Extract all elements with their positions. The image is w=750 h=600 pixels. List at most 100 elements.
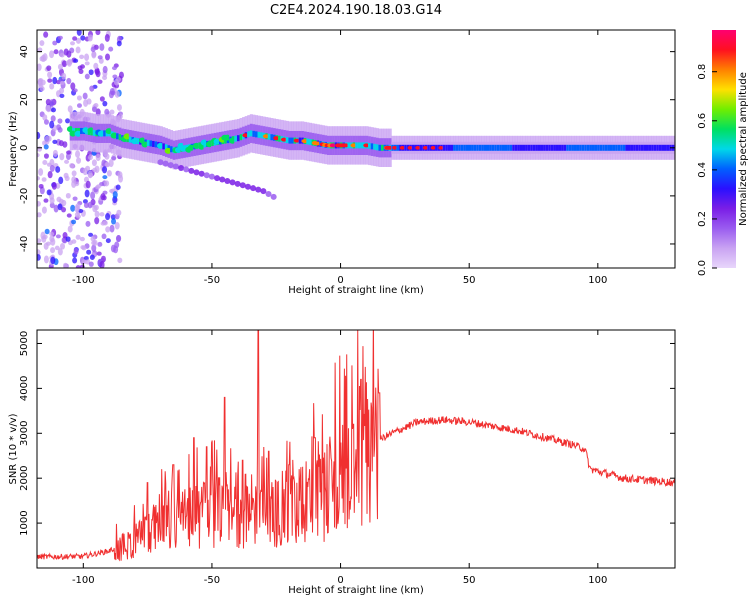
heatmap-noise-cell — [94, 217, 100, 225]
heatmap-secondary-cell — [239, 182, 246, 189]
heatmap-core-cell — [288, 137, 292, 144]
heatmap-noise-cell — [90, 236, 96, 242]
heatmap-noise-cell — [76, 95, 82, 101]
heatmap-noise-cell — [39, 40, 45, 46]
heatmap-noise-cell — [116, 209, 122, 216]
heatmap-noise-cell — [57, 118, 63, 124]
heatmap-peak-cell — [301, 139, 308, 144]
heatmap-core-cell — [622, 144, 626, 151]
heatmap-core-cell — [463, 144, 467, 151]
heatmap-noise-cell — [76, 30, 82, 36]
x-tick-label: -100 — [72, 575, 95, 586]
colorbar-tick-label: 0.4 — [697, 162, 708, 178]
y-tick-label: 1000 — [19, 510, 30, 535]
heatmap-noise-cell — [84, 73, 90, 80]
heatmap-core-cell — [604, 144, 608, 151]
heatmap-noise-cell — [52, 149, 58, 157]
heatmap-noise-cell — [94, 165, 100, 174]
heatmap-noise-cell — [101, 233, 107, 240]
heatmap-core-cell — [447, 144, 451, 151]
heatmap-core-cell — [205, 141, 213, 148]
heatmap-noise-cell — [104, 153, 110, 160]
heatmap-noise-cell — [95, 70, 101, 78]
heatmap-core-cell — [579, 144, 583, 151]
heatmap-noise-cell — [37, 212, 42, 218]
heatmap-noise-cell — [53, 49, 59, 55]
heatmap-noise-cell — [39, 86, 45, 92]
spectrogram-frame — [36, 29, 676, 269]
heatmap-noise-cell — [83, 99, 89, 107]
heatmap-noise-cell — [67, 59, 73, 65]
heatmap-noise-cell — [57, 35, 63, 40]
heatmap-core-cell — [638, 144, 642, 151]
heatmap-core-cell — [249, 130, 253, 137]
y-tick-label: -40 — [19, 236, 30, 252]
heatmap-core-cell — [87, 127, 95, 134]
heatmap-secondary-cell — [157, 159, 164, 166]
spectrogram-xlabel: Height of straight line (km) — [288, 285, 424, 296]
heatmap-noise-cell — [100, 193, 106, 201]
heatmap-noise-cell — [57, 248, 63, 256]
heatmap-core-cell — [252, 130, 256, 137]
heatmap-noise-cell — [97, 241, 103, 247]
heatmap-secondary-cell — [178, 164, 185, 171]
heatmap-noise-cell — [96, 251, 102, 256]
snr-line — [37, 330, 675, 562]
heatmap-core-cell — [646, 144, 650, 151]
heatmap-secondary-cell — [188, 167, 195, 174]
x-tick-label: -100 — [72, 275, 95, 286]
heatmap-core-cell — [471, 144, 475, 151]
heatmap-core-cell — [455, 144, 459, 151]
heatmap-core-cell — [229, 137, 237, 144]
heatmap-core-cell — [460, 144, 464, 151]
heatmap-noise-cell — [75, 234, 81, 240]
heatmap-secondary-cell — [208, 173, 215, 180]
heatmap-noise-cell — [54, 245, 60, 251]
heatmap-noise-cell — [66, 150, 72, 155]
heatmap-noise-cell — [61, 72, 67, 80]
heatmap-core-cell — [116, 133, 120, 140]
heatmap-noise-cell — [49, 202, 55, 209]
heatmap-core-cell — [239, 134, 243, 141]
heatmap-secondary-cell — [214, 175, 221, 182]
heatmap-noise-cell — [59, 80, 65, 86]
heatmap-noise-cell — [41, 206, 47, 214]
heatmap-noise-cell — [72, 196, 78, 201]
heatmap-noise-cell — [109, 189, 115, 194]
heatmap-noise-cell — [62, 262, 68, 268]
heatmap-noise-cell — [49, 197, 55, 205]
snr-ticks: -100 -50 0 50 100 1000 2000 3000 4000 5000 — [19, 330, 675, 586]
heatmap-noise-cell — [66, 77, 72, 85]
heatmap-peak-cell — [422, 145, 428, 150]
heatmap-noise-cell — [95, 30, 101, 36]
heatmap-noise-cell — [56, 124, 62, 131]
heatmap-core-cell — [514, 144, 518, 151]
heatmap-core-cell — [290, 137, 294, 144]
heatmap-noise-cell — [87, 154, 93, 161]
heatmap-core-cell — [658, 144, 662, 151]
heatmap-secondary-cell — [260, 188, 267, 195]
heatmap-core-cell — [530, 144, 534, 151]
heatmap-noise-cell — [104, 34, 110, 42]
heatmap-noise-cell — [37, 201, 41, 207]
heatmap-noise-cell — [80, 245, 86, 250]
heatmap-core-cell — [635, 144, 639, 151]
heatmap-noise-cell — [78, 208, 84, 213]
heatmap-noise-cell — [75, 46, 81, 54]
heatmap-noise-cell — [59, 52, 65, 58]
heatmap-core-cell — [223, 134, 231, 141]
heatmap-core-cell — [257, 131, 261, 138]
heatmap-noise-cell — [99, 212, 105, 217]
heatmap-core-cell — [267, 133, 271, 140]
heatmap-noise-cell — [40, 54, 46, 63]
heatmap-core-cell — [653, 144, 657, 151]
figure-title: C2E4.2024.190.18.03.G14 — [270, 3, 442, 18]
snr-panel: -100 -50 0 50 100 1000 2000 3000 4000 5000 Height… — [8, 329, 676, 596]
heatmap-core-cell — [527, 144, 531, 151]
heatmap-noise-cell — [61, 60, 67, 68]
heatmap-core-cell — [69, 130, 77, 137]
heatmap-core-cell — [355, 142, 359, 149]
x-tick-label: 50 — [463, 275, 476, 286]
heatmap-noise-cell — [81, 259, 87, 265]
heatmap-noise-cell — [86, 249, 92, 255]
